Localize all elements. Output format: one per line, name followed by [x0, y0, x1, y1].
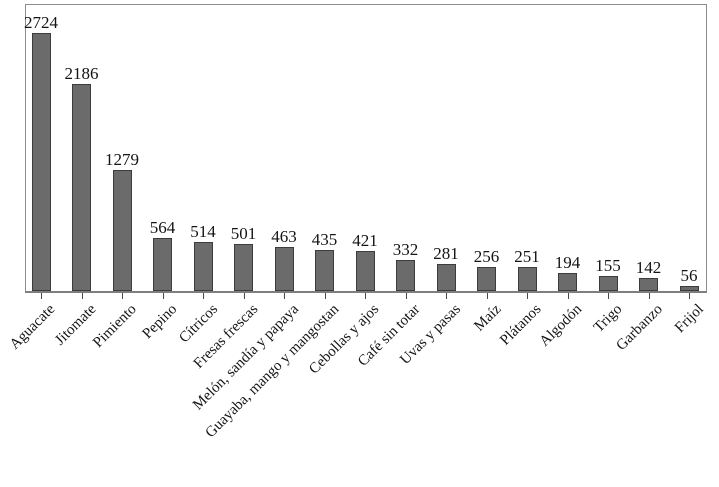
x-axis-tick	[203, 293, 204, 299]
bar	[355, 251, 375, 291]
bar	[274, 247, 294, 291]
bar-value-label: 56	[680, 266, 698, 285]
x-axis-tick	[122, 293, 123, 299]
x-axis-label: Frijol	[671, 301, 707, 337]
bar-value-label: 281	[433, 244, 459, 263]
bar	[639, 278, 658, 291]
bar-value-label: 256	[473, 247, 500, 266]
x-axis-tick	[567, 293, 569, 299]
plot-area: 2724 2186 1279 564 514 501 463 435 421 332 281 256 2…	[24, 4, 707, 293]
x-axis-tick	[689, 293, 690, 299]
bar-value-label: 332	[392, 240, 419, 259]
x-axis-tick	[446, 293, 447, 299]
bar	[315, 250, 334, 291]
bar	[517, 267, 537, 291]
x-axis-tick	[81, 293, 83, 299]
bar	[679, 286, 699, 291]
bar-value-label: 564	[149, 218, 176, 237]
bar-value-label: 1279	[105, 150, 139, 169]
x-axis-tick	[324, 293, 326, 299]
x-axis-tick	[405, 293, 407, 299]
x-axis-label: Pimiento	[89, 301, 140, 351]
x-axis-tick	[608, 293, 609, 299]
x-axis-tick	[162, 293, 164, 299]
x-axis-tick	[365, 293, 366, 299]
bar	[234, 244, 253, 291]
bar-value-label: 435	[311, 230, 338, 249]
x-axis-tick	[41, 293, 42, 299]
x-axis-label: Plátanos	[497, 301, 545, 349]
x-axis-label: Trigo	[591, 301, 626, 336]
bar-value-label: 2186	[64, 64, 99, 83]
bar	[153, 238, 172, 291]
bar	[72, 84, 91, 291]
x-axis-tick	[486, 293, 488, 299]
x-axis-label: Pepino	[139, 301, 181, 343]
bar	[31, 33, 51, 291]
x-axis-tick	[648, 293, 650, 299]
bar-value-label: 421	[352, 231, 378, 250]
bar-value-label: 194	[554, 253, 581, 272]
bar-value-label: 251	[514, 247, 540, 266]
x-axis-tick	[243, 293, 245, 299]
x-axis-tick	[284, 293, 285, 299]
x-axis-label: Aguacate	[7, 301, 59, 353]
bar-value-label: 142	[635, 258, 662, 277]
bar	[598, 276, 618, 291]
bar-value-label: 501	[230, 224, 257, 243]
bar	[477, 267, 496, 291]
bar	[396, 260, 415, 291]
bar	[558, 273, 577, 291]
x-axis-tick	[527, 293, 528, 299]
bar-value-label: 155	[595, 256, 621, 275]
bar-value-label: 2724	[24, 13, 58, 32]
x-axis-label: Algodón	[536, 301, 586, 350]
x-axis-label: Maíz	[470, 301, 505, 335]
bar	[436, 264, 456, 291]
bar	[193, 242, 213, 291]
bar-value-label: 514	[190, 222, 216, 241]
bar-value-label: 463	[271, 227, 297, 246]
bar	[112, 170, 132, 291]
